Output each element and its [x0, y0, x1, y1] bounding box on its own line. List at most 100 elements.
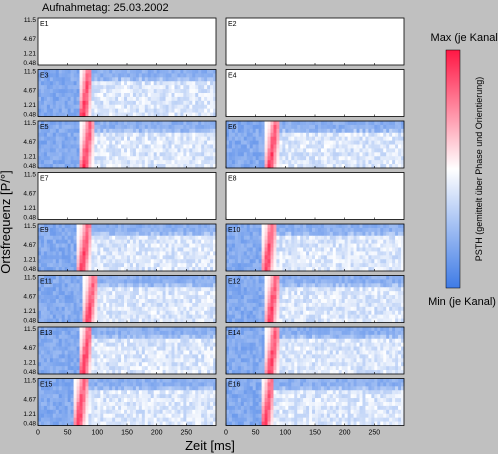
panel-e11: E11 0.48 1.21 4.67 11.5: [23, 275, 217, 325]
panel-e1: E1 0.48 1.21 4.67 11.5: [23, 17, 217, 67]
panel-label: E3: [40, 73, 49, 80]
x-tick-label: 250: [180, 430, 192, 437]
colorbar-gradient: [445, 49, 461, 289]
panel-background: [38, 172, 216, 220]
y-tick-label: 4.67: [23, 36, 36, 43]
y-tick-label: 4.67: [23, 294, 36, 301]
panel-e15: E15 0.48 1.21 4.67 11.5: [23, 378, 217, 428]
psth-heatmap: [38, 327, 217, 375]
y-tick-label: 1.21: [23, 308, 36, 315]
x-tick-label: 150: [121, 430, 133, 437]
x-tick-label: 50: [252, 430, 260, 437]
y-tick-label: 4.67: [23, 242, 36, 249]
y-tick-label: 1.21: [23, 257, 36, 264]
panel-e4: E4: [225, 69, 405, 117]
y-tick-label: 4.67: [23, 88, 36, 95]
panel-e14: E14: [225, 326, 405, 375]
psth-heatmap: [226, 121, 405, 169]
y-tick-label: 1.21: [23, 51, 36, 58]
panel-label: E14: [228, 330, 241, 337]
y-tick-label: 11.5: [24, 120, 37, 127]
psth-heatmap: [226, 378, 405, 426]
panel-label: E11: [40, 279, 52, 286]
psth-heatmap: [226, 224, 405, 272]
panel-label: E9: [40, 227, 49, 234]
colorbar-label: PSTH (gemittelt über Phase und Orientier…: [474, 77, 484, 262]
panel-e10: E10: [225, 223, 405, 272]
y-tick-label: 4.67: [23, 139, 36, 146]
panel-background: [226, 18, 404, 65]
panel-label: E2: [228, 21, 237, 28]
psth-heatmap: [38, 121, 217, 169]
x-tick-label: 150: [309, 430, 321, 437]
y-tick-label: 11.5: [24, 326, 37, 333]
panel-e6: E6: [225, 120, 405, 169]
x-tick-label: 50: [64, 430, 72, 437]
panel-label: E12: [228, 279, 241, 286]
x-tick-label: 0: [36, 430, 40, 437]
panel-grid: E1 0.48 1.21 4.67 11.5 E2 E3 0.48 1.21 4.67 11.5 E4…: [23, 17, 405, 437]
panel-label: E13: [40, 330, 53, 337]
panel-label: E1: [40, 21, 49, 28]
x-tick-label: 0: [224, 430, 228, 437]
y-tick-label: 11.5: [24, 275, 37, 282]
panel-e3: E3 0.48 1.21 4.67 11.5: [23, 69, 217, 119]
panel-background: [226, 172, 404, 220]
y-axis-label: Ortsfrequenz [P/°]: [0, 170, 13, 273]
y-tick-label: 0.48: [23, 60, 36, 67]
x-axis-label: Zeit [ms]: [185, 438, 235, 453]
x-tick-label: 250: [368, 430, 380, 437]
y-tick-label: 0.48: [23, 112, 36, 119]
panel-e5: E5 0.48 1.21 4.67 11.5: [23, 120, 217, 170]
y-tick-label: 0.48: [23, 163, 36, 170]
panel-e16: E16: [225, 378, 405, 426]
panel-label: E15: [40, 382, 53, 389]
y-tick-label: 0.48: [23, 318, 36, 325]
panel-label: E8: [228, 176, 237, 183]
panel-e9: E9 0.48 1.21 4.67 11.5: [23, 223, 217, 273]
panel-e12: E12: [225, 275, 405, 323]
y-tick-label: 11.5: [24, 17, 37, 24]
panel-label: E6: [228, 124, 237, 131]
panel-background: [226, 69, 404, 117]
panel-e8: E8: [225, 172, 405, 220]
psth-heatmap: [38, 69, 217, 117]
y-tick-label: 11.5: [24, 172, 37, 179]
y-tick-label: 11.5: [24, 69, 37, 76]
x-tick-label: 200: [151, 430, 163, 437]
panel-label: E4: [228, 73, 237, 80]
y-tick-label: 11.5: [24, 378, 37, 385]
panel-e13: E13 0.48 1.21 4.67 11.5: [23, 326, 217, 376]
psth-heatmap: [226, 327, 405, 375]
colorbar: Max (je Kanal) PSTH (gemittelt über Phas…: [428, 32, 498, 308]
psth-heatmap: [38, 224, 217, 272]
y-tick-label: 0.48: [23, 421, 36, 428]
y-tick-label: 0.48: [23, 369, 36, 376]
psth-heatmap: [226, 275, 405, 323]
colorbar-min-label: Min (je Kanal): [428, 296, 496, 308]
y-tick-label: 1.21: [23, 411, 36, 418]
panel-label: E7: [40, 176, 49, 183]
colorbar-max-label: Max (je Kanal): [431, 32, 498, 44]
panel-e7: E7 0.48 1.21 4.67 11.5: [23, 172, 217, 222]
panel-label: E10: [228, 227, 241, 234]
y-tick-label: 11.5: [24, 223, 37, 230]
panel-background: [38, 18, 216, 65]
x-tick-label: 100: [279, 430, 291, 437]
psth-heatmap: [38, 275, 217, 323]
y-tick-label: 1.21: [23, 205, 36, 212]
y-tick-label: 0.48: [23, 266, 36, 273]
y-tick-label: 4.67: [23, 191, 36, 198]
panel-label: E5: [40, 124, 49, 131]
panel-e2: E2: [225, 17, 405, 66]
y-tick-label: 1.21: [23, 102, 36, 109]
x-tick-label: 100: [91, 430, 103, 437]
panel-label: E16: [228, 382, 241, 389]
chart-title: Aufnahmetag: 25.03.2002: [42, 2, 169, 14]
y-tick-label: 4.67: [23, 345, 36, 352]
y-tick-label: 0.48: [23, 215, 36, 222]
y-tick-label: 1.21: [23, 360, 36, 367]
y-tick-label: 1.21: [23, 154, 36, 161]
x-tick-label: 200: [339, 430, 351, 437]
